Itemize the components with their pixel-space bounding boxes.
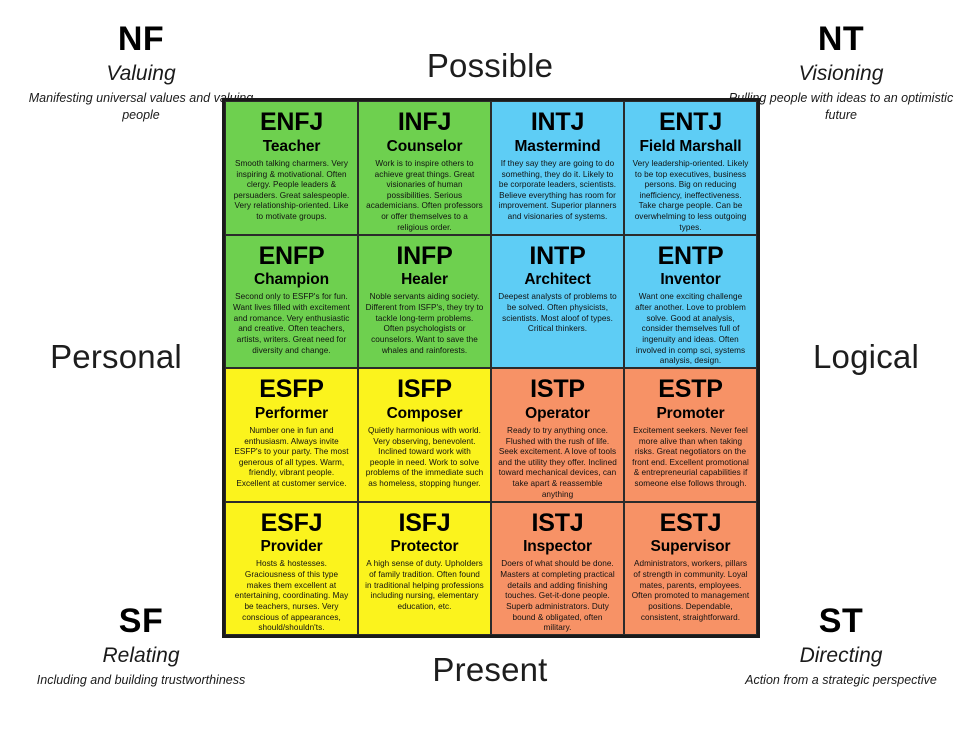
type-cell-istp[interactable]: ISTP Operator Ready to try anything once. … [491,368,624,502]
type-nickname: Field Marshall [639,137,742,155]
type-description: Ready to try anything once. Flushed with… [498,425,617,499]
type-cell-enfp[interactable]: ENFP Champion Second only to ESFP's for fu… [225,234,358,368]
type-code: INTJ [530,108,585,136]
quadrant-code-nt: NT [817,20,865,58]
type-nickname: Composer [386,404,463,422]
quadrant-verb-nt: Visioning [798,61,884,85]
type-description: Smooth talking charmers. Very inspiring … [233,158,350,222]
type-description: Want one exciting challenge after anothe… [635,292,746,366]
quadrant-code-st: ST [818,602,864,640]
quadrant-desc-st: Action from a strategic perspective [745,673,937,688]
quadrant-desc-sf: Including and building trustworthiness [36,673,246,688]
type-code: ENTJ [658,108,723,136]
type-description: Second only to ESFP's for fun. Want live… [233,292,350,355]
type-description: Excitement seekers. Never feel more aliv… [632,425,749,489]
quadrant-code-sf: SF [118,602,164,640]
type-code: ENFJ [259,108,324,136]
type-code: ISFP [397,375,452,403]
type-cell-intp[interactable]: INTP Architect Deepest analysts of problem… [491,234,624,368]
type-nickname: Inspector [523,538,592,555]
type-nickname: Healer [401,271,448,288]
type-description: Deepest analysts of problems to be solve… [498,292,617,334]
axis-label-top: Possible [426,47,554,84]
type-code: INFJ [397,108,452,136]
type-cell-entp[interactable]: ENTP Inventor Want one exciting challenge … [624,234,757,368]
type-grid: ENFJ Teacher Smooth talking charmers. Very… [222,98,760,638]
type-description: A high sense of duty. Upholders of famil… [365,559,484,611]
type-code: ESTJ [659,508,722,537]
type-nickname: Operator [525,404,590,422]
type-cell-isfj[interactable]: ISFJ Protector A high sense of duty. Uphol… [358,501,491,635]
type-description: Number one in fun and enthusiasm. Always… [234,425,349,489]
quadrant-label-nt: NT Visioning Pulling people with ideas t… [716,20,966,123]
type-code: ISTJ [531,508,584,537]
axis-label-right: Logical [813,338,919,375]
type-code: ISTP [530,375,585,403]
quadrant-code-nf: NF [117,20,165,58]
quadrant-label-st: ST Directing Action from a strategic per… [716,602,966,689]
quadrant-verb-st: Directing [799,643,883,667]
type-description: Noble servants aiding society. Different… [365,292,484,355]
type-cell-infp[interactable]: INFP Healer Noble servants aiding society.… [358,234,491,368]
type-nickname: Promoter [656,404,725,422]
type-description: If they say they are going to do somethi… [498,158,617,222]
type-cell-isfp[interactable]: ISFP Composer Quietly harmonious with worl… [358,368,491,502]
type-cell-esfp[interactable]: ESFP Performer Number one in fun and enthu… [225,368,358,502]
type-description: Work is to inspire others to achieve gre… [366,158,483,232]
type-cell-esfj[interactable]: ESFJ Provider Hosts & hostesses. Graciousn… [225,501,358,635]
type-code: ESFP [259,375,324,403]
quadrant-verb-sf: Relating [102,643,180,667]
quadrant-label-nf: NF Valuing Manifesting universal values … [16,20,266,123]
axis-label-left: Personal [50,338,182,375]
quadrant-label-sf: SF Relating Including and building trust… [16,602,266,689]
type-nickname: Mastermind [514,137,601,155]
type-code: ENFP [258,241,325,270]
type-cell-estj[interactable]: ESTJ Supervisor Administrators, workers, p… [624,501,757,635]
type-cell-istj[interactable]: ISTJ Inspector Doers of what should be don… [491,501,624,635]
type-description: Administrators, workers, pillars of stre… [631,559,750,622]
type-cell-intj[interactable]: INTJ Mastermind If they say they are going… [491,101,624,235]
quadrant-desc-nt: Pulling people with ideas to an optimist… [728,91,954,122]
type-nickname: Performer [254,404,329,422]
type-code: INFP [396,241,453,270]
type-nickname: Provider [260,538,323,555]
type-description: Very leadership-oriented. Likely to be t… [632,158,749,232]
quadrant-verb-nf: Valuing [106,61,176,85]
type-code: ISFJ [398,508,451,537]
type-cell-infj[interactable]: INFJ Counselor Work is to inspire others t… [358,101,491,235]
type-cell-enfj[interactable]: ENFJ Teacher Smooth talking charmers. Very… [225,101,358,235]
type-nickname: Teacher [262,137,321,155]
type-code: INTP [529,241,586,270]
type-nickname: Champion [254,271,329,288]
type-description: Hosts & hostesses. Graciousness of this … [234,559,349,633]
type-nickname: Supervisor [650,538,731,555]
type-description: Quietly harmonious with world. Very obse… [365,425,484,489]
type-cell-estp[interactable]: ESTP Promoter Excitement seekers. Never fe… [624,368,757,502]
type-cell-entj[interactable]: ENTJ Field Marshall Very leadership-orient… [624,101,757,235]
type-code: ESFJ [260,508,323,537]
type-nickname: Counselor [386,137,463,155]
type-nickname: Inventor [660,271,721,288]
type-description: Doers of what should be done. Masters at… [500,559,615,633]
type-nickname: Protector [390,538,459,555]
axis-label-bottom: Present [432,651,548,688]
type-code: ENTP [657,241,724,270]
type-code: ESTP [658,375,723,403]
quadrant-desc-nf: Manifesting universal values and valuing… [28,91,254,122]
type-nickname: Architect [524,271,591,288]
